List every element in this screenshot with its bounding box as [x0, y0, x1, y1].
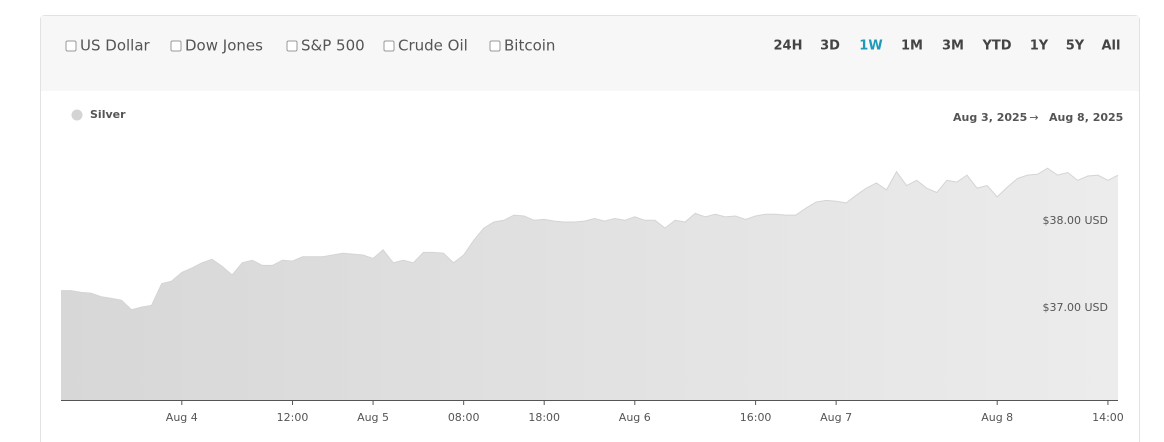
date-to: Aug 8, 2025 — [1049, 111, 1123, 124]
x-tick-label: 18:00 — [528, 411, 560, 424]
x-tick-label: Aug 4 — [166, 411, 198, 424]
checkbox-label[interactable]: Bitcoin — [504, 37, 555, 55]
area — [61, 168, 1118, 400]
checkbox[interactable] — [286, 40, 298, 52]
x-tick-label: 14:00 — [1092, 411, 1124, 424]
x-tick-label: 08:00 — [448, 411, 480, 424]
checkbox-label[interactable]: Crude Oil — [398, 37, 468, 55]
checkbox-label[interactable]: S&P 500 — [301, 37, 365, 55]
range-button[interactable]: 3M — [942, 39, 964, 54]
range-button[interactable]: 5Y — [1066, 39, 1085, 54]
checkbox[interactable] — [65, 40, 77, 52]
checkbox[interactable] — [170, 40, 182, 52]
checkbox[interactable] — [383, 40, 395, 52]
range-button[interactable]: 1M — [901, 39, 923, 54]
x-tick-label: Aug 8 — [981, 411, 1013, 424]
area-line — [61, 167, 1119, 311]
date-from: Aug 3, 2025 — [953, 111, 1027, 124]
legend-marker — [71, 109, 83, 121]
range-button[interactable]: YTD — [981, 39, 1011, 54]
y-tick-label: $38.00 USD — [1043, 214, 1109, 227]
checkbox-label[interactable]: US Dollar — [80, 37, 151, 55]
checkbox[interactable] — [489, 40, 501, 52]
x-tick-label: Aug 6 — [619, 411, 651, 424]
x-tick-label: 16:00 — [740, 411, 772, 424]
range-button[interactable]: 1Y — [1030, 39, 1049, 54]
y-tick-label: $37.00 USD — [1043, 301, 1109, 314]
x-tick-label: 12:00 — [277, 411, 309, 424]
range-button[interactable]: 3D — [820, 39, 840, 54]
x-tick-label: Aug 7 — [820, 411, 852, 424]
range-button[interactable]: 1W — [859, 39, 882, 54]
checkbox-label[interactable]: Dow Jones — [185, 37, 263, 55]
range-button[interactable]: 24H — [774, 39, 803, 54]
date-arrow: → — [1029, 111, 1038, 124]
range-button[interactable]: All — [1102, 39, 1121, 54]
legend-label: Silver — [90, 108, 126, 121]
toolbar — [41, 16, 1139, 91]
x-tick-label: Aug 5 — [357, 411, 389, 424]
